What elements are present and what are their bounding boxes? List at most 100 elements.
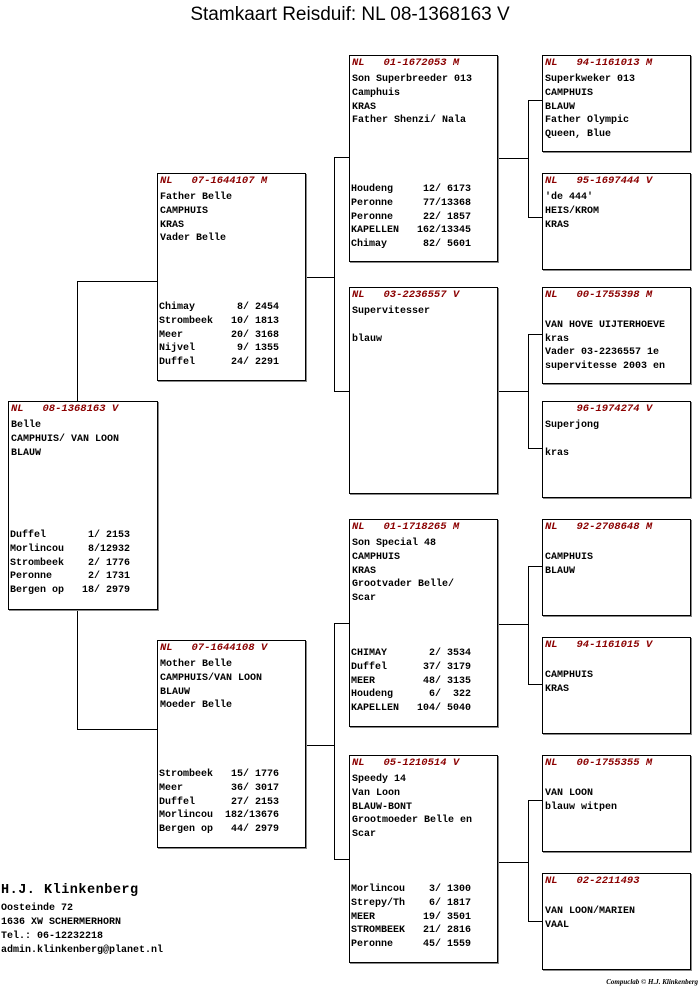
connector-line	[528, 566, 542, 567]
pigeon-info: 'de 444' HEIS/KROM KRAS	[545, 191, 599, 232]
result-row: KAPELLEN 104/ 5040	[351, 702, 471, 716]
info-line: CAMPHUIS	[160, 205, 209, 217]
result-row: CHIMAY 2/ 3534	[351, 647, 471, 661]
pigeon-card-mmm[interactable]: NL 02-2211493 VAN LOON/MARIEN VAAL	[542, 873, 691, 970]
ring-number: 94-1161013	[576, 57, 640, 69]
pigeon-info: VAN LOON/MARIEN VAAL	[545, 891, 635, 932]
race-result: 45/ 1559	[423, 939, 472, 951]
result-row: Strombeek 15/ 1776	[159, 768, 279, 782]
owner-email[interactable]: admin.klinkenberg@planet.nl	[1, 945, 164, 956]
result-row: Peronne 45/ 1559	[351, 938, 471, 952]
pigeon-info: CAMPHUIS KRAS	[545, 655, 593, 696]
info-line	[352, 319, 430, 333]
pigeon-info: Supervitesser blauw	[352, 305, 430, 346]
ring-header: NL 94-1161015 V	[545, 639, 652, 653]
result-row: Duffel 27/ 2153	[159, 796, 279, 810]
info-line	[545, 773, 617, 787]
info-line: KRAS	[160, 219, 185, 231]
ring-number: 07-1644108	[191, 642, 255, 654]
ring-country: NL	[545, 57, 558, 69]
connector-line	[497, 158, 528, 159]
pigeon-card-mm[interactable]: NL 05-1210514 V Speedy 14 Van Loon BLAUW-BO…	[349, 755, 498, 963]
pigeon-card-father[interactable]: NL 07-1644107 M Father Belle CAMPHUIS KRAS V…	[157, 173, 306, 381]
race-place: Bergen op	[159, 824, 214, 836]
info-line: CAMPHUIS	[545, 551, 594, 563]
pigeon-card-ffm[interactable]: NL 95-1697444 V 'de 444' HEIS/KROM KRAS	[542, 173, 691, 270]
info-line: Father Belle	[160, 192, 233, 203]
race-place: Peronne	[351, 211, 394, 223]
ring-sex: M	[645, 289, 653, 301]
info-line: Father Olympic	[545, 115, 630, 127]
pigeon-card-mf[interactable]: NL 01-1718265 M Son Special 48 CAMPHUIS KRA…	[349, 519, 498, 727]
connector-line	[77, 729, 157, 730]
ring-number: 00-1755398	[576, 289, 640, 301]
connector-line	[528, 800, 542, 801]
ring-sex: V	[452, 757, 460, 769]
ring-country: NL	[352, 57, 365, 69]
pigeon-card-mff[interactable]: NL 92-2708648 M CAMPHUIS BLAUW	[542, 519, 691, 616]
race-result: 48/ 3135	[423, 675, 472, 687]
race-place: Meer	[159, 782, 184, 794]
ring-sex: V	[260, 642, 268, 654]
info-line: Father Shenzi/ Nala	[352, 115, 467, 127]
pigeon-card-mother[interactable]: NL 07-1644108 V Mother Belle CAMPHUIS/VAN …	[157, 640, 306, 848]
pigeon-card-mmf[interactable]: NL 00-1755355 M VAN LOON blauw witpen	[542, 755, 691, 852]
info-line: Vader Belle	[160, 233, 227, 245]
race-result: 182/13676	[225, 810, 280, 822]
connector-line	[497, 391, 528, 392]
result-row: Houdeng 12/ 6173	[351, 183, 471, 197]
pigeon-card-ff[interactable]: NL 01-1672053 M Son Superbreeder 013 Camph…	[349, 55, 498, 262]
connector-line	[528, 217, 542, 218]
ring-header: NL 00-1755398 M	[545, 289, 652, 303]
race-place: KAPELLEN	[351, 703, 400, 715]
race-result: 37/ 3179	[423, 661, 472, 673]
pigeon-card-mfm[interactable]: NL 94-1161015 V CAMPHUIS KRAS	[542, 637, 691, 734]
race-result: 27/ 2153	[231, 796, 280, 808]
connector-line	[528, 566, 529, 685]
race-result: 15/ 1776	[231, 769, 280, 780]
pigeon-card-subject[interactable]: NL 08-1368163 V Belle CAMPHUIS/ VAN LOON BL…	[8, 401, 158, 610]
race-result: 36/ 3017	[231, 782, 280, 794]
pigeon-card-fff[interactable]: NL 94-1161013 M Superkweker 013 CAMPHUIS BL…	[542, 55, 691, 152]
pigeon-card-fm[interactable]: NL 03-2236557 V Supervitesser blauw	[349, 287, 498, 494]
pigeon-card-fmf[interactable]: NL 00-1755398 M VAN HOVE UIJTERHOEVE kras V…	[542, 287, 691, 384]
race-result: 19/ 3501	[423, 911, 472, 923]
race-place: Bergen op	[10, 585, 65, 597]
info-line: supervitesse 2003 en	[545, 361, 666, 373]
race-results: Houdeng 12/ 6173 Peronne 77/13368 Peronne 22/…	[351, 183, 471, 252]
info-line: VAN LOON	[545, 787, 594, 799]
info-line: Scar	[352, 829, 377, 841]
result-row: MEER 48/ 3135	[351, 675, 471, 689]
race-result: 21/ 2816	[423, 925, 472, 937]
ring-header: NL 92-2708648 M	[545, 521, 652, 535]
result-row: Chimay 8/ 2454	[159, 301, 279, 315]
info-line	[545, 891, 635, 905]
info-line: Moeder Belle	[160, 700, 233, 712]
result-row: Duffel 1/ 2153	[10, 529, 130, 543]
info-line: BLAUW	[11, 447, 42, 459]
ring-number: 94-1161015	[576, 639, 640, 651]
ring-country: NL	[545, 757, 558, 769]
ring-header: NL 01-1718265 M	[352, 521, 459, 535]
pigeon-card-fmm[interactable]: 96-1974274 V Superjong kras	[542, 401, 691, 498]
race-place: Houdeng	[351, 689, 394, 701]
race-result: 9/ 1355	[237, 343, 280, 355]
info-line: Vader 03-2236557 1e	[545, 347, 660, 359]
connector-line	[528, 448, 542, 449]
info-line: BLAUW	[545, 101, 576, 113]
ring-sex: V	[452, 289, 460, 301]
ring-country: NL	[545, 289, 558, 301]
info-line: Supervitesser	[352, 306, 431, 317]
ring-header: NL 94-1161013 M	[545, 57, 652, 71]
ring-sex: M	[452, 57, 460, 69]
ring-country: NL	[545, 521, 558, 533]
page-title: Stamkaart Reisduif: NL 08-1368163 V	[190, 4, 510, 25]
race-result: 2/ 3534	[429, 648, 472, 659]
connector-line	[77, 281, 157, 282]
ring-sex: M	[645, 757, 653, 769]
connector-line	[528, 921, 542, 922]
ring-country: NL	[11, 403, 24, 415]
result-row: Meer 20/ 3168	[159, 329, 279, 343]
ring-header: NL 01-1672053 M	[352, 57, 459, 71]
connector-line	[528, 100, 542, 101]
